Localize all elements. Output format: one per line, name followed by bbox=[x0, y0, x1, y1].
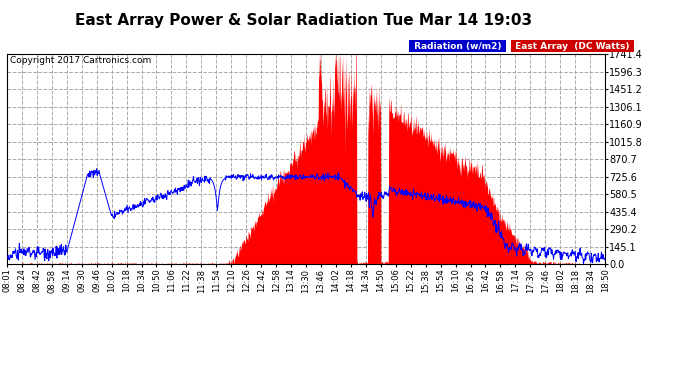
Text: East Array Power & Solar Radiation Tue Mar 14 19:03: East Array Power & Solar Radiation Tue M… bbox=[75, 13, 532, 28]
Text: Copyright 2017 Cartronics.com: Copyright 2017 Cartronics.com bbox=[10, 56, 152, 65]
Text: Radiation (w/m2): Radiation (w/m2) bbox=[411, 42, 504, 51]
Text: East Array  (DC Watts): East Array (DC Watts) bbox=[512, 42, 633, 51]
